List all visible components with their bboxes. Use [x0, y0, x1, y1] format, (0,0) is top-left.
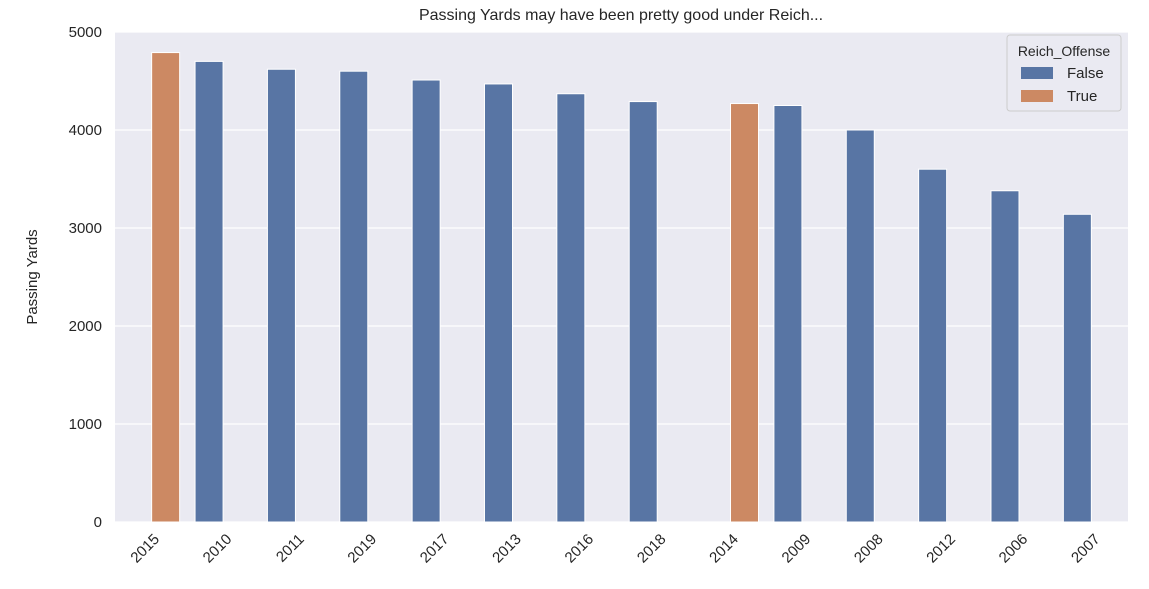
y-tick-label-0: 0 [94, 514, 102, 531]
y-tick-label-4000: 4000 [69, 122, 102, 139]
y-tick-label-5000: 5000 [69, 24, 102, 41]
x-tick-label-2007: 2007 [1068, 531, 1104, 567]
bar-2007-false [1062, 213, 1092, 523]
bar-2019-false [339, 70, 369, 523]
legend-title: Reich_Offense [1018, 43, 1111, 59]
bar-2016-false [556, 93, 586, 523]
bar-2006-false [990, 190, 1020, 523]
bar-2009-false [773, 105, 803, 523]
x-tick-label-2011: 2011 [273, 531, 308, 566]
bars [151, 52, 1092, 523]
x-tick-label-2018: 2018 [634, 531, 670, 567]
legend-label-true: True [1067, 88, 1097, 105]
bar-2014-true [730, 103, 760, 523]
bar-2011-false [266, 68, 296, 523]
y-tick-label-2000: 2000 [69, 318, 102, 335]
x-tick-label-2010: 2010 [200, 531, 236, 567]
bar-2013-false [483, 83, 513, 523]
x-tick-label-2009: 2009 [779, 531, 815, 567]
bar-2015-true [151, 52, 181, 523]
x-tick-label-2013: 2013 [489, 531, 525, 567]
x-tick-label-2019: 2019 [344, 531, 380, 567]
y-tick-label-1000: 1000 [69, 416, 102, 433]
y-axis-label: Passing Yards [24, 229, 41, 324]
x-tick-label-2014: 2014 [706, 531, 742, 567]
x-tick-label-2012: 2012 [923, 531, 959, 567]
x-tick-label-2017: 2017 [417, 531, 453, 567]
bar-2017-false [411, 79, 441, 523]
bar-2010-false [194, 60, 224, 523]
x-tick-label-2015: 2015 [127, 531, 163, 567]
bar-2008-false [845, 129, 875, 523]
legend-swatch-true [1021, 90, 1053, 102]
x-axis-ticks: 2015 2010 2011 2019 2017 2013 2016 2018 2014 2009… [127, 531, 1103, 567]
legend: Reich_Offense False True [1006, 34, 1122, 112]
y-axis-ticks: 0 1000 2000 3000 4000 5000 [69, 24, 102, 531]
x-tick-label-2016: 2016 [562, 531, 598, 567]
chart-title: Passing Yards may have been pretty good … [419, 7, 823, 24]
legend-label-false: False [1067, 65, 1104, 82]
bar-2012-false [918, 168, 948, 523]
y-tick-label-3000: 3000 [69, 220, 102, 237]
x-tick-label-2006: 2006 [996, 531, 1032, 567]
bar-2018-false [628, 101, 658, 523]
x-tick-label-2008: 2008 [851, 531, 887, 567]
legend-swatch-false [1021, 67, 1053, 79]
